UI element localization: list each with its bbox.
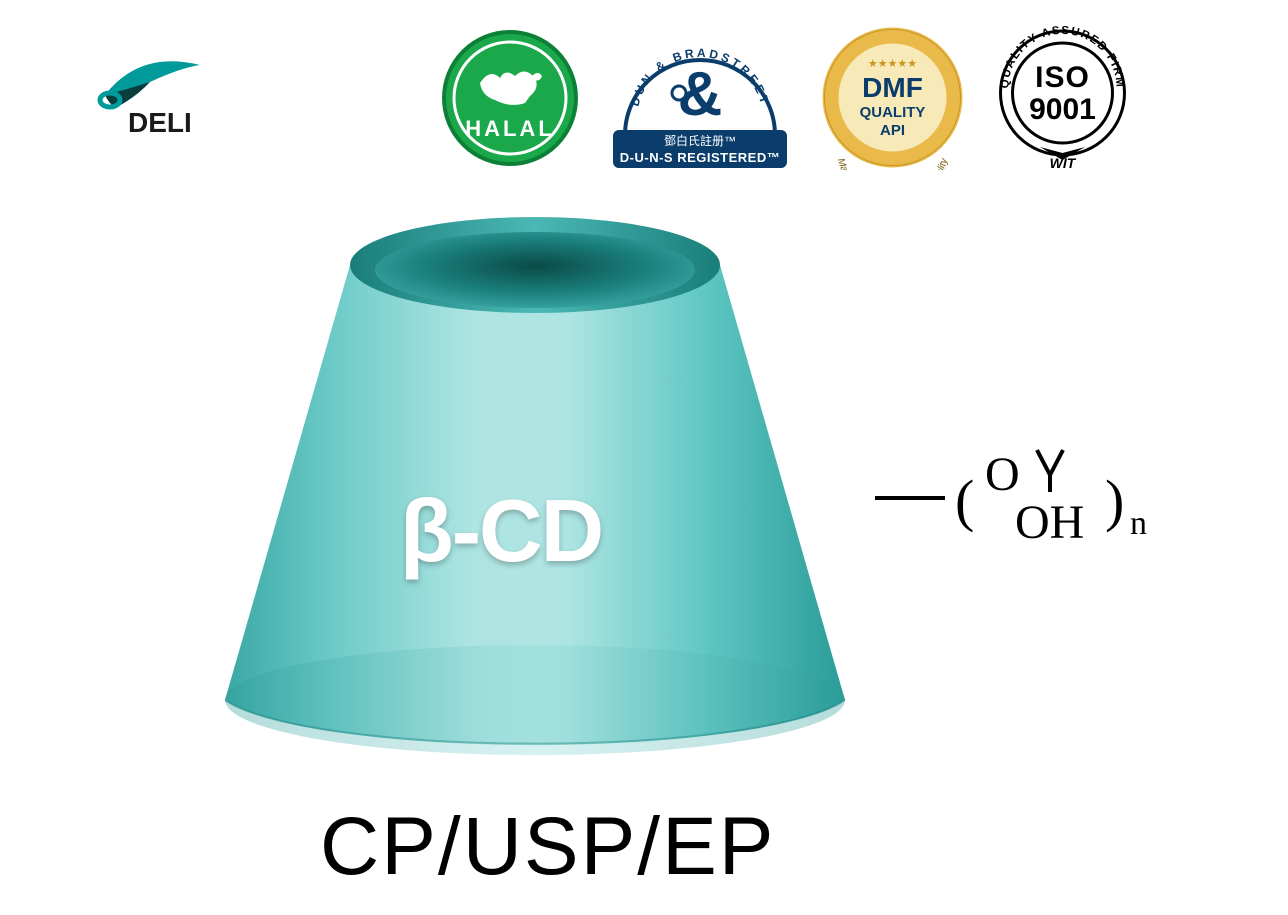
halal-badge: HALAL [440, 28, 580, 173]
svg-text:9001: 9001 [1029, 93, 1096, 126]
svg-text:O: O [985, 448, 1020, 501]
svg-text:DMF: DMF [862, 72, 923, 103]
chemical-formula: ( O OH ) n [875, 430, 1185, 581]
certification-badges: HALAL DUN & BRADSTREET & 鄧白氏註册™ D-U-N-S … [440, 25, 1135, 175]
svg-text:n: n [1130, 505, 1147, 542]
svg-text:OH: OH [1015, 496, 1084, 549]
deli-logo-text: DELI [128, 107, 192, 138]
cyclodextrin-cone [215, 190, 855, 760]
svg-text:★★★★★: ★★★★★ [868, 58, 917, 70]
svg-text:ISO: ISO [1035, 61, 1090, 94]
svg-text:): ) [1105, 468, 1124, 533]
deli-logo: DELI [80, 40, 240, 145]
svg-text:HALAL: HALAL [465, 116, 555, 141]
svg-text:QUALITY: QUALITY [860, 104, 926, 121]
svg-text:WIT: WIT [1050, 155, 1077, 170]
svg-text:API: API [880, 122, 905, 139]
svg-text:(: ( [955, 468, 974, 533]
duns-badge: DUN & BRADSTREET & 鄧白氏註册™ D-U-N-S REGIST… [605, 25, 795, 175]
cone-label: β-CD [400, 480, 602, 582]
standards-footer: CP/USP/EP [320, 800, 775, 894]
iso-badge: QUALITY ASSURED FIRM ISO 9001 WIT [990, 25, 1135, 175]
svg-text:D-U-N-S REGISTERED™: D-U-N-S REGISTERED™ [620, 150, 780, 165]
svg-text:鄧白氏註册™: 鄧白氏註册™ [664, 133, 736, 148]
dmf-badge: Manufactured with us DMF quality ★★★★★ D… [820, 25, 965, 175]
